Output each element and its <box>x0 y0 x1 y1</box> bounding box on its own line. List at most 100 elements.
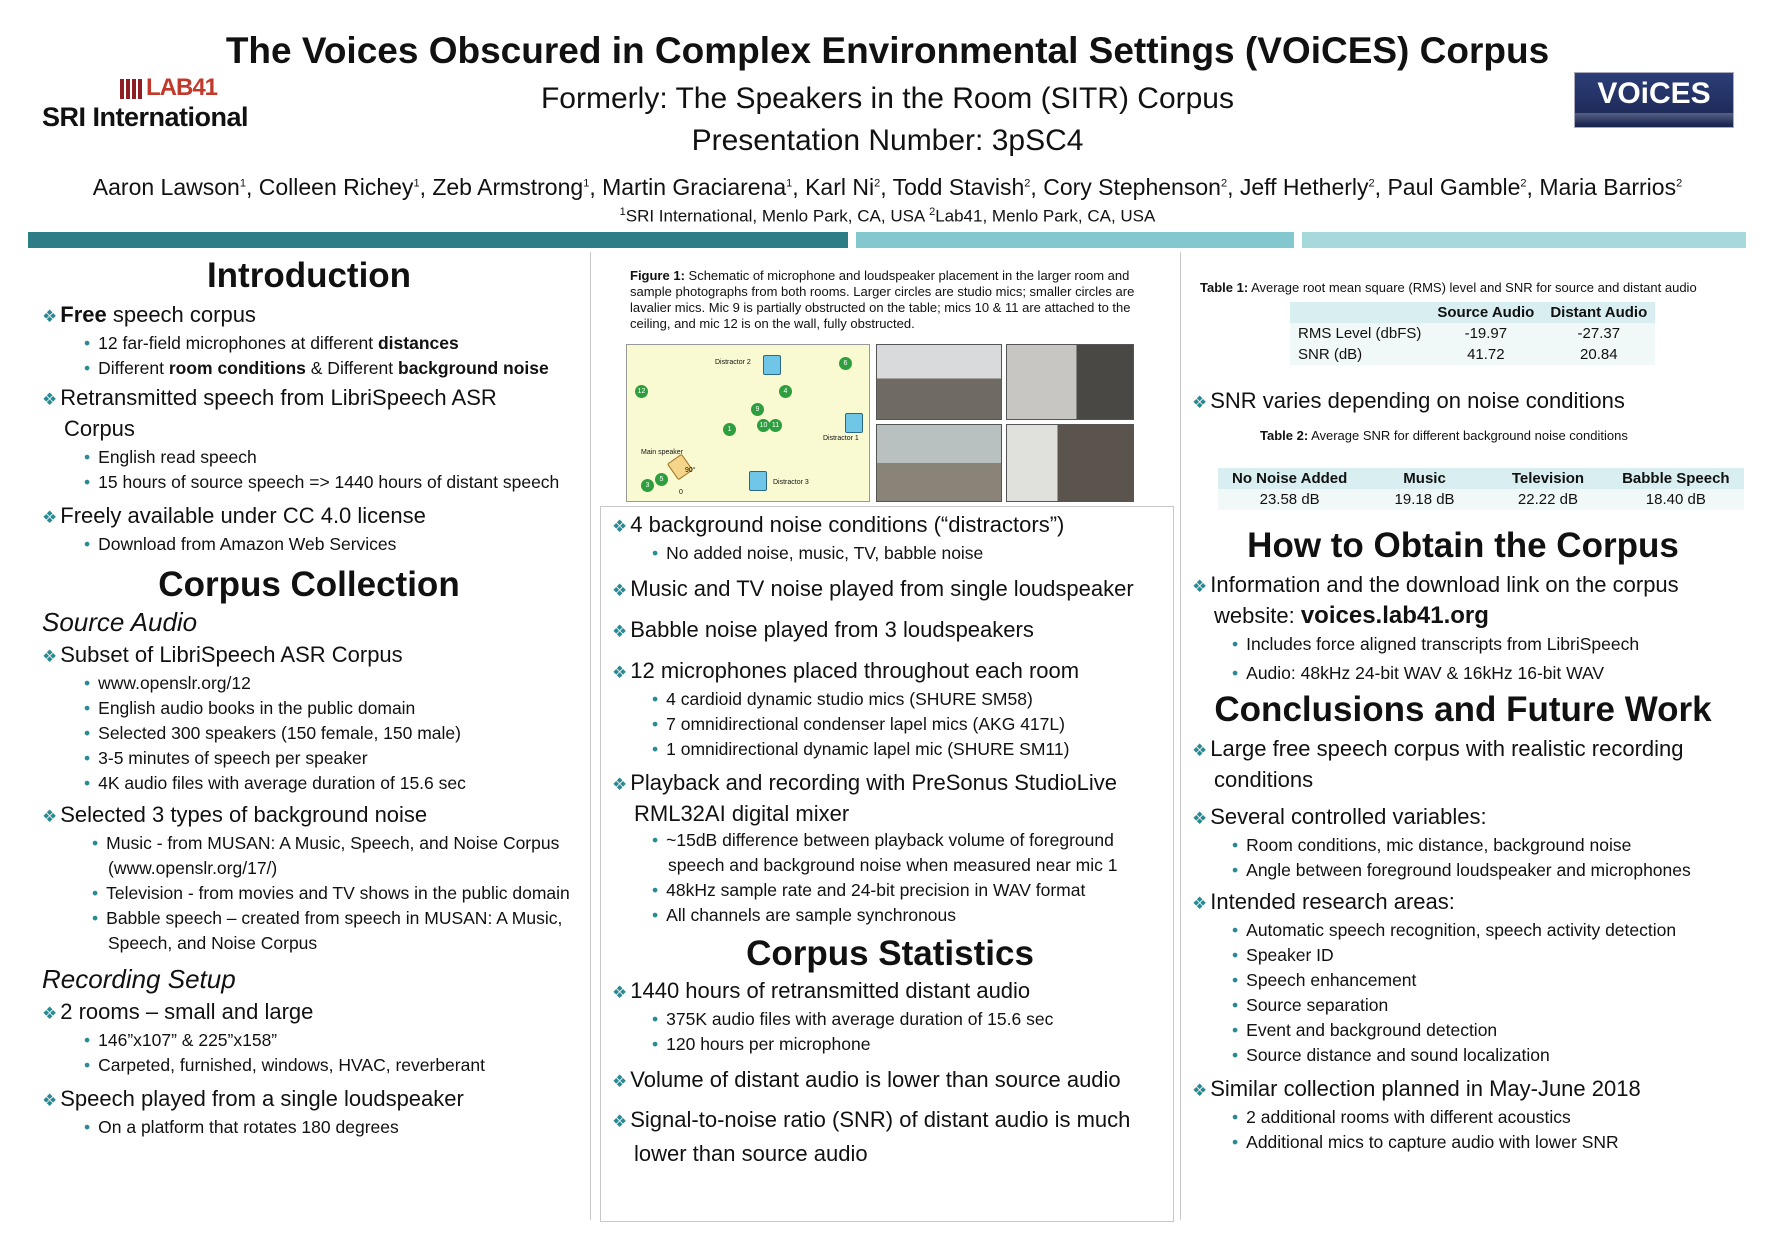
author-name: Paul Gamble <box>1387 174 1521 200</box>
src-sub-2: • English audio books in the public domai… <box>84 698 416 718</box>
lab41-logo: LAB41 <box>120 74 218 102</box>
stats-bullet-2: ❖ Volume of distant audio is lower than s… <box>612 1067 1121 1092</box>
column-middle <box>600 506 1174 1222</box>
author-name: Cory Stephenson <box>1043 174 1221 200</box>
rec-sub-3: • On a platform that rotates 180 degrees <box>84 1117 399 1137</box>
corpus-statistics-heading: Corpus Statistics <box>746 934 1034 973</box>
mid-sub-6: • 48kHz sample rate and 24-bit precision … <box>652 880 1086 900</box>
author-name: Karl Ni <box>805 174 875 200</box>
column-left <box>28 252 591 1220</box>
concl-bullet-3: ❖ Intended research areas: <box>1192 889 1455 914</box>
room-photo-3 <box>876 424 1002 502</box>
concl-sub-8: • Source distance and sound localization <box>1232 1045 1550 1065</box>
column-right <box>1180 252 1747 1220</box>
mid-bullet-4: ❖ 12 microphones placed throughout each r… <box>612 658 1080 683</box>
mic-icon: 1 <box>723 423 736 436</box>
mid-sub-3: • 7 omnidirectional condenser lapel mics … <box>652 714 1065 734</box>
mid-sub-4: • 1 omnidirectional dynamic lapel mic (SH… <box>652 739 1070 759</box>
corpus-collection-heading: Corpus Collection <box>158 565 460 604</box>
author-name: Jeff Hetherly <box>1239 174 1369 200</box>
distractor-3-speaker-icon <box>749 471 767 491</box>
concl-sub-5: • Speech enhancement <box>1232 970 1417 990</box>
obtain-sub-2: • Audio: 48kHz 24-bit WAV & 16kHz 16-bit … <box>1232 663 1605 683</box>
table-2: No Noise Added Music Television Babble Spee… <box>1218 468 1744 510</box>
author-affiliation-mark: 2 <box>1520 177 1527 190</box>
src-sub-6: • Music - from MUSAN: A Music, Speech, an… <box>92 833 560 878</box>
obtain-bullet: ❖ Information and the download link on th… <box>1192 572 1679 629</box>
col3-content: How to Obtain the Corpus ❖ Information an… <box>1180 526 1746 1155</box>
obtain-sub-1: • Includes force aligned transcripts from… <box>1232 634 1640 654</box>
col1-content: Introduction ❖ Free speech corpus • 12 far… <box>28 256 590 1140</box>
concl-sub-7: • Event and background detection <box>1232 1020 1498 1040</box>
author-affiliation-mark: 2 <box>1368 177 1375 190</box>
mic-icon: 12 <box>635 385 648 398</box>
mic-icon: 10 <box>757 419 770 432</box>
room-photo-4 <box>1006 424 1134 502</box>
table-1: Source Audio Distant Audio RMS Level (dbF… <box>1290 302 1656 365</box>
presentation-number: Presentation Number: 3pSC4 <box>691 124 1084 157</box>
recording-setup-heading: Recording Setup <box>42 964 236 994</box>
concl-bullet-2: ❖ Several controlled variables: <box>1192 804 1487 829</box>
concl-sub-10: • Additional mics to capture audio with l… <box>1232 1132 1619 1152</box>
rec-bullet-1: ❖ 2 rooms – small and large <box>42 999 314 1024</box>
src-sub-4: • 3-5 minutes of speech per speaker <box>84 748 368 768</box>
author-affiliation-mark: 1 <box>786 177 793 190</box>
divider-bar-right <box>1302 232 1746 248</box>
col2-content: ❖ 4 background noise conditions (“distrac… <box>612 510 1168 1170</box>
author-name: Martin Graciarena <box>602 174 787 200</box>
rec-bullet-2: ❖ Speech played from a single loudspeaker <box>42 1086 464 1111</box>
author-affiliation-mark: 2 <box>1024 177 1031 190</box>
mid-sub-7: • All channels are sample synchronous <box>652 905 957 925</box>
src-bullet-2: ❖ Selected 3 types of background noise <box>42 802 428 827</box>
concl-sub-6: • Source separation <box>1232 995 1389 1015</box>
concl-sub-9: • 2 additional rooms with different acous… <box>1232 1107 1571 1127</box>
mid-bullet-3: ❖ Babble noise played from 3 loudspeakers <box>612 617 1034 642</box>
table-1-caption: Table 1: Average root mean square (RMS) … <box>1200 280 1697 295</box>
concl-bullet-4: ❖ Similar collection planned in May-June … <box>1192 1076 1641 1101</box>
voices-logo: VOiCES <box>1574 72 1734 128</box>
intro-sub-1: • 12 far-field microphones at different d… <box>84 333 459 353</box>
concl-bullet-1: ❖ Large free speech corpus with realistic… <box>1192 736 1684 792</box>
mic-icon: 11 <box>769 419 782 432</box>
stats-sub-2: • 120 hours per microphone <box>652 1034 871 1054</box>
source-audio-heading: Source Audio <box>42 607 198 637</box>
mic-icon: 4 <box>779 385 792 398</box>
intro-bullet-3: ❖ Freely available under CC 4.0 license <box>42 503 426 528</box>
poster-title: The Voices Obscured in Complex Environme… <box>225 30 1550 71</box>
diamond-bullet-icon: ❖ <box>42 307 58 326</box>
src-sub-7: • Television - from movies and TV shows i… <box>92 883 570 903</box>
distractor-1-speaker-icon <box>845 413 863 433</box>
src-bullet-1: ❖ Subset of LibriSpeech ASR Corpus <box>42 642 403 667</box>
author-name: Aaron Lawson <box>92 174 240 200</box>
corpus-website-link[interactable]: voices.lab41.org <box>1300 602 1489 629</box>
stats-sub-1: • 375K audio files with average duration … <box>652 1009 1054 1029</box>
obtain-heading: How to Obtain the Corpus <box>1247 526 1679 565</box>
room-schematic: Distractor 2 Distractor 1 Distractor 3 M… <box>626 344 870 502</box>
conclusions-heading: Conclusions and Future Work <box>1214 690 1712 729</box>
src-sub-8: • Babble speech – created from speech in … <box>92 908 563 953</box>
mid-sub-2: • 4 cardioid dynamic studio mics (SHURE S… <box>652 689 1033 709</box>
author-affiliation-mark: 2 <box>1676 177 1683 190</box>
author-affiliation-mark: 2 <box>874 177 881 190</box>
intro-sub-2: • Different room conditions & Different b… <box>84 358 549 378</box>
divider-bar-middle <box>856 232 1294 248</box>
concl-sub-1: • Room conditions, mic distance, backgrou… <box>1232 835 1632 855</box>
mid-sub-1: • No added noise, music, TV, babble noise <box>652 543 984 563</box>
room-photo-2 <box>1006 344 1134 420</box>
snr-bullet: ❖ SNR varies depending on noise condition… <box>1192 388 1625 413</box>
stats-bullet-1: ❖ 1440 hours of retransmitted distant aud… <box>612 978 1031 1003</box>
distractor-2-speaker-icon <box>763 355 781 375</box>
mic-icon: 3 <box>641 479 654 492</box>
intro-sub-5: • Download from Amazon Web Services <box>84 534 397 554</box>
author-affiliation-mark: 1 <box>413 177 420 190</box>
author-name: Todd Stavish <box>892 174 1025 200</box>
intro-heading: Introduction <box>206 256 412 295</box>
src-sub-3: • Selected 300 speakers (150 female, 150 … <box>84 723 461 743</box>
mid-bullet-2: ❖ Music and TV noise played from single l… <box>612 576 1134 601</box>
affiliations: 1SRI International, Menlo Park, CA, USA … <box>619 206 1156 226</box>
intro-sub-4: • 15 hours of source speech => 1440 hours… <box>84 472 560 492</box>
lab41-mark-icon <box>120 78 142 99</box>
author-affiliation-mark: 1 <box>239 177 246 190</box>
intro-sub-3: • English read speech <box>84 447 257 467</box>
poster-subtitle: Formerly: The Speakers in the Room (SITR… <box>540 82 1234 115</box>
